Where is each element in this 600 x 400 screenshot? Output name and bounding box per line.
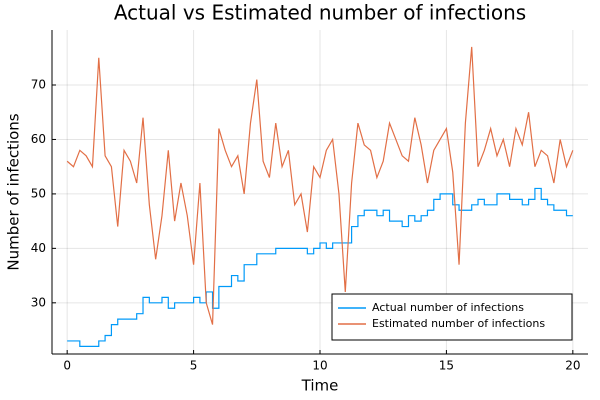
- y-tick-label: 70: [31, 77, 46, 91]
- series-line: [66, 46, 574, 325]
- y-tick-label: 50: [31, 186, 46, 200]
- series-line: [67, 187, 573, 347]
- y-tick-label: 30: [31, 295, 46, 309]
- x-tick-label: 5: [190, 359, 198, 373]
- y-tick-label: 40: [31, 241, 46, 255]
- x-tick-label: 20: [565, 359, 580, 373]
- y-tick-label: 60: [31, 132, 46, 146]
- legend-label: Estimated number of infections: [372, 317, 545, 330]
- x-tick-label: 10: [312, 359, 327, 373]
- x-tick-label: 0: [63, 359, 71, 373]
- x-axis-label: Time: [301, 377, 339, 395]
- y-axis-label: Number of infections: [5, 113, 23, 270]
- chart-title: Actual vs Estimated number of infections: [114, 1, 526, 25]
- x-tick-label: 15: [439, 359, 454, 373]
- legend-box: [331, 293, 573, 341]
- legend-label: Actual number of infections: [372, 301, 524, 314]
